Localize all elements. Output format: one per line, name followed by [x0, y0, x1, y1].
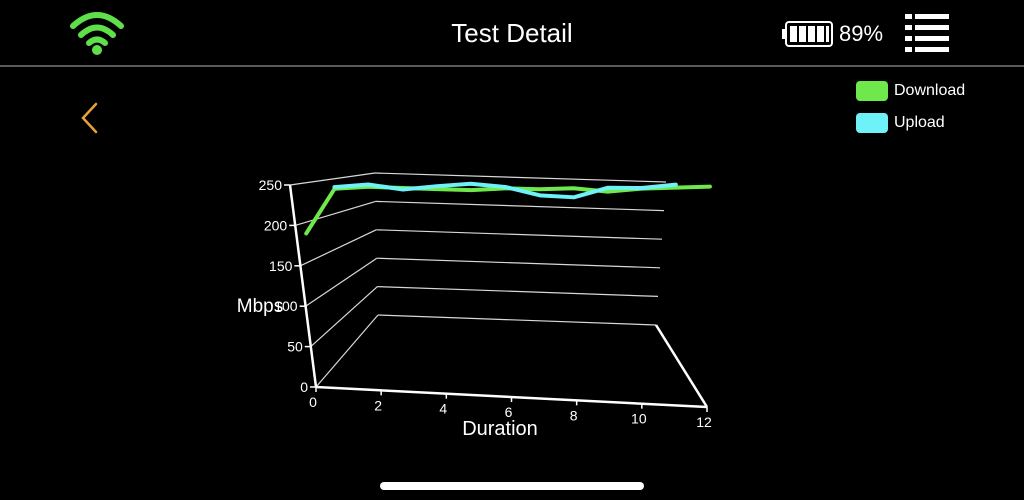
legend-item-upload: Upload [856, 107, 965, 139]
battery-icon [782, 21, 833, 47]
x-tick-label: 2 [374, 397, 382, 413]
grid-depth-line [295, 200, 376, 226]
grid-depth-line [310, 286, 378, 348]
grid-line [377, 314, 657, 326]
x-axis-label: Duration [462, 418, 538, 440]
legend-swatch-download [856, 81, 888, 101]
y-tick-label: 100 [274, 298, 298, 314]
legend-label-download: Download [894, 82, 966, 99]
y-tick-label: 200 [264, 217, 288, 233]
y-tick-label: 0 [300, 379, 308, 395]
grid-line [375, 200, 665, 212]
y-axis [288, 184, 318, 388]
wifi-icon [70, 12, 124, 55]
grid-line [376, 257, 661, 269]
grid-line [377, 286, 659, 297]
x-tick-label: 8 [570, 407, 578, 423]
grid-depth-line [315, 314, 379, 388]
battery-percentage: 89% [839, 21, 884, 46]
x-tick-label: 4 [439, 401, 447, 417]
chevron-left-icon[interactable] [76, 100, 104, 136]
series-line-upload [332, 181, 678, 200]
grid-depth-line [289, 172, 376, 186]
legend-item-download: Download [856, 75, 965, 107]
y-tick-label: 50 [287, 339, 303, 355]
floor-right-edge [654, 324, 709, 408]
chart-legend: Download Upload [856, 75, 965, 139]
menu-list-icon[interactable] [905, 13, 949, 53]
y-tick-label: 150 [269, 258, 293, 274]
page-title: Test Detail [451, 18, 573, 48]
grid-line [376, 229, 663, 240]
grid-depth-line [305, 257, 378, 307]
y-axis-label: Mbps [237, 296, 283, 317]
status-bar: Test Detail 89% [0, 0, 1024, 67]
legend-swatch-upload [856, 113, 888, 133]
legend-label-upload: Upload [894, 114, 945, 131]
x-tick-label: 12 [696, 414, 712, 430]
x-tick-label: 6 [505, 404, 513, 420]
series-line-download [304, 184, 712, 236]
home-indicator[interactable] [380, 482, 644, 490]
grid-line [374, 172, 667, 183]
x-axis [315, 385, 708, 409]
grid-depth-line [300, 229, 377, 267]
x-tick-label: 0 [309, 394, 317, 410]
x-tick-label: 10 [631, 411, 647, 427]
y-tick-label: 250 [259, 177, 283, 193]
